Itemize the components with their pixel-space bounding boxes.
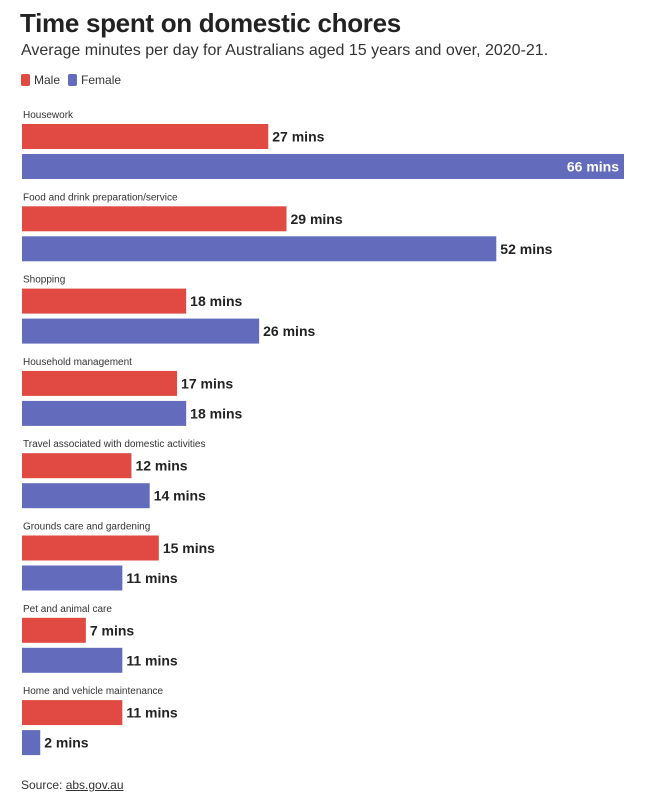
bar-male-household-management: [22, 370, 178, 396]
chart-title: Time spent on domestic chores: [20, 8, 401, 38]
category-label-shopping: Shopping: [23, 275, 65, 286]
bar-male-home-and-vehicle-maintenance: [22, 700, 123, 726]
legend-label-male: Male: [34, 73, 61, 87]
category-label-pet-and-animal-care: Pet and animal care: [23, 604, 112, 615]
bar-male-grounds-care-and-gardening: [22, 535, 159, 561]
value-label-male-grounds-care-and-gardening: 15 mins: [163, 540, 215, 556]
bar-male-housework: [22, 124, 269, 149]
bar-female-home-and-vehicle-maintenance: [22, 730, 41, 756]
value-label-male-household-management: 17 mins: [181, 375, 233, 391]
source-label: Source:: [21, 778, 63, 792]
value-label-female-shopping: 26 mins: [263, 323, 315, 339]
value-label-male-food-and-drink-preparation-service: 29 mins: [291, 211, 343, 227]
category-label-travel-associated-with-domestic-activities: Travel associated with domestic activiti…: [23, 439, 205, 450]
bar-chart: Housework 27 mins 66 mins Food and drink pr…: [22, 110, 624, 756]
value-label-female-grounds-care-and-gardening: 11 mins: [126, 570, 178, 586]
legend-label-female: Female: [81, 73, 122, 87]
value-label-female-pet-and-animal-care: 11 mins: [126, 652, 178, 668]
source-note: Source: abs.gov.au: [21, 778, 124, 792]
value-label-female-travel-associated-with-domestic-activities: 14 mins: [154, 488, 206, 504]
bar-female-grounds-care-and-gardening: [22, 565, 123, 591]
category-label-food-and-drink-preparation-service: Food and drink preparation/service: [23, 192, 178, 203]
legend: Male Female: [21, 73, 129, 87]
value-label-male-housework: 27 mins: [272, 129, 324, 145]
bar-female-pet-and-animal-care: [22, 647, 123, 673]
bar-female-housework: [22, 154, 624, 179]
bar-male-travel-associated-with-domestic-activities: [22, 453, 132, 479]
value-label-male-travel-associated-with-domestic-activities: 12 mins: [135, 458, 187, 474]
bar-female-shopping: [22, 318, 260, 344]
category-label-household-management: Household management: [23, 357, 132, 368]
chart-subtitle: Average minutes per day for Australians …: [21, 42, 549, 59]
value-label-female-household-management: 18 mins: [190, 405, 242, 421]
bar-male-food-and-drink-preparation-service: [22, 206, 287, 232]
bar-female-food-and-drink-preparation-service: [22, 236, 497, 262]
value-label-female-food-and-drink-preparation-service: 52 mins: [500, 241, 552, 257]
source-link[interactable]: abs.gov.au: [65, 778, 124, 792]
legend-swatch-female: [68, 74, 78, 86]
bar-female-travel-associated-with-domestic-activities: [22, 483, 150, 509]
bar-male-shopping: [22, 288, 187, 314]
value-label-male-home-and-vehicle-maintenance: 11 mins: [126, 705, 178, 721]
value-label-male-shopping: 18 mins: [190, 293, 242, 309]
bar-male-pet-and-animal-care: [22, 617, 86, 643]
value-label-female-housework: 66 mins: [567, 159, 619, 175]
category-label-home-and-vehicle-maintenance: Home and vehicle maintenance: [23, 686, 164, 697]
legend-swatch-male: [21, 74, 30, 86]
legend-item-female: Female: [68, 73, 121, 87]
bar-female-household-management: [22, 400, 187, 426]
value-label-male-pet-and-animal-care: 7 mins: [90, 622, 135, 638]
category-label-housework: Housework: [23, 110, 74, 121]
category-label-grounds-care-and-gardening: Grounds care and gardening: [23, 522, 150, 533]
value-label-female-home-and-vehicle-maintenance: 2 mins: [44, 735, 89, 751]
legend-item-male: Male: [21, 73, 60, 87]
